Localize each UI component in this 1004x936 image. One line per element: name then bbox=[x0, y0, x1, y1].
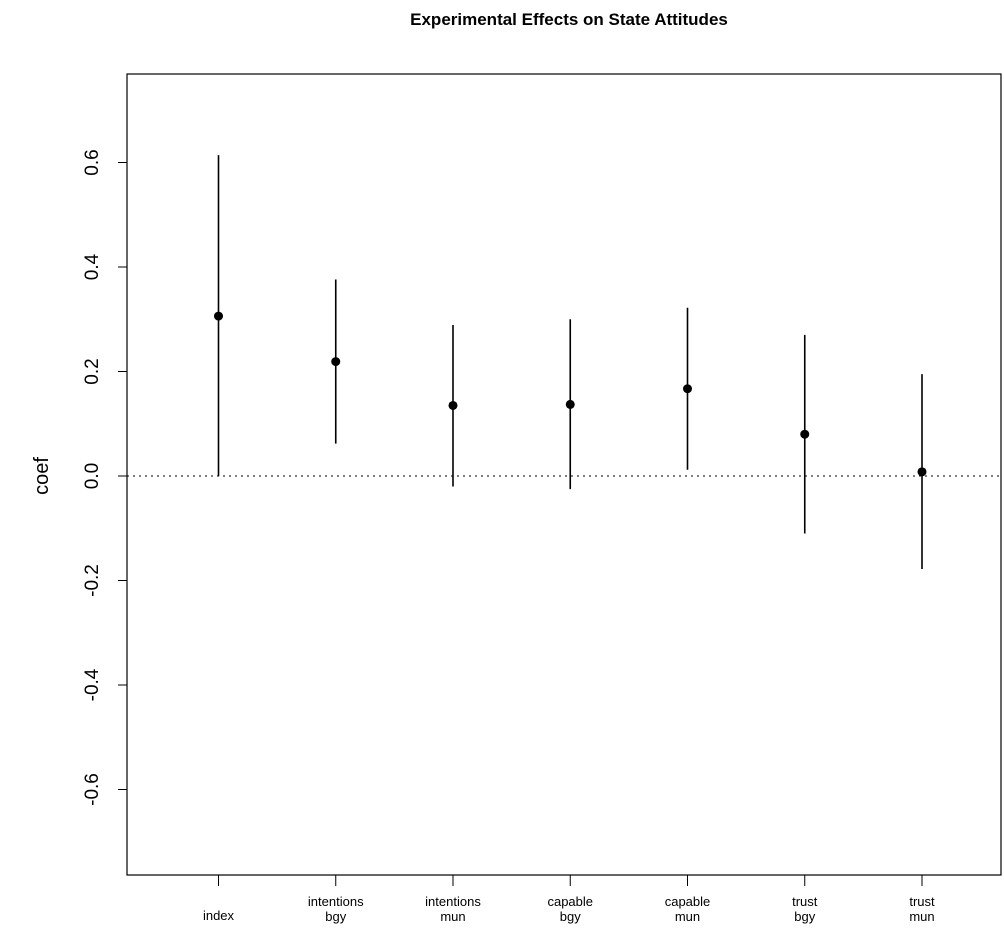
x-axis-ticks: indexintentionsbgyintentionsmuncapablebg… bbox=[203, 875, 935, 924]
y-tick-label: 0.0 bbox=[82, 463, 103, 489]
coefficient-point bbox=[683, 384, 692, 394]
coefficient-point bbox=[800, 429, 810, 439]
x-tick-label: capable bbox=[665, 894, 711, 909]
x-tick-label: bgy bbox=[560, 909, 581, 924]
coefficient-points bbox=[214, 311, 927, 477]
x-tick-label: mun bbox=[909, 909, 934, 924]
x-tick-label: mun bbox=[675, 909, 700, 924]
x-tick-label: bgy bbox=[325, 909, 346, 924]
x-tick-label: capable bbox=[547, 894, 593, 909]
chart-title: Experimental Effects on State Attitudes bbox=[410, 10, 728, 29]
coefficient-point bbox=[448, 400, 458, 410]
coefficient-point bbox=[214, 311, 223, 321]
x-tick-label: mun bbox=[440, 909, 465, 924]
y-tick-label: -0.2 bbox=[82, 564, 103, 597]
coefficient-point bbox=[917, 467, 927, 477]
plot-frame bbox=[126, 73, 1002, 876]
y-tick-label: 0.4 bbox=[82, 253, 103, 280]
y-tick-label: 0.6 bbox=[82, 149, 103, 175]
y-tick-label: -0.4 bbox=[82, 668, 103, 701]
x-tick-label: intentions bbox=[425, 894, 481, 909]
coefficient-point bbox=[565, 399, 575, 409]
x-tick-label: bgy bbox=[794, 909, 815, 924]
coefficient-point bbox=[331, 357, 341, 367]
y-tick-label: 0.2 bbox=[82, 358, 103, 384]
x-tick-label: intentions bbox=[308, 894, 364, 909]
x-tick-label: trust bbox=[792, 894, 818, 909]
x-tick-label: index bbox=[203, 908, 235, 923]
x-tick-label: trust bbox=[909, 894, 935, 909]
confidence-intervals bbox=[217, 155, 923, 570]
y-axis-label: coef bbox=[31, 457, 53, 495]
y-tick-label: -0.6 bbox=[82, 773, 103, 806]
y-axis-ticks: -0.6 -0.4 -0.2 0.0 0.2 0.4 0.6 bbox=[82, 149, 127, 806]
